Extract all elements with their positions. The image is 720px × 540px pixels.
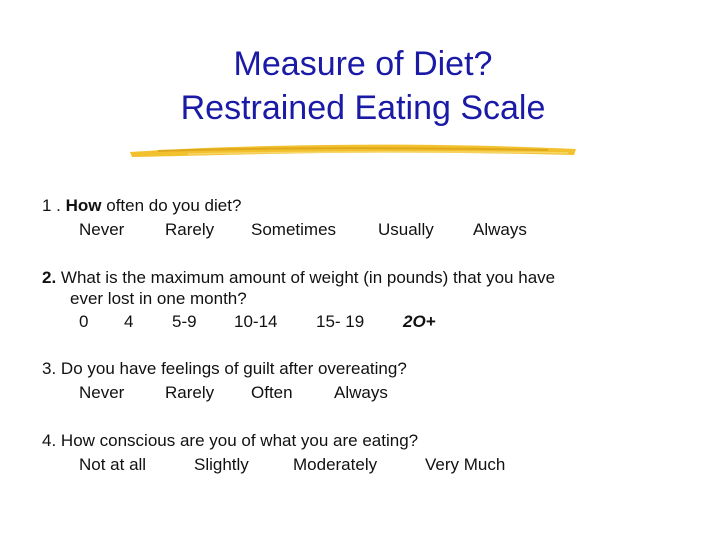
q2-option-20-plus[interactable]: 2O+: [403, 312, 436, 331]
question-1-lead: How: [65, 196, 102, 215]
question-2-text-line2: ever lost in one month?: [70, 289, 247, 308]
q3-option-rarely[interactable]: Rarely: [165, 383, 215, 402]
slide-title: Measure of Diet? Restrained Eating Scale: [0, 42, 720, 130]
title-line-1: Measure of Diet?: [233, 45, 493, 83]
q1-option-never[interactable]: Never: [79, 220, 125, 239]
question-3: 3. Do you have feelings of guilt after o…: [42, 358, 407, 379]
q1-option-rarely[interactable]: Rarely: [165, 220, 215, 239]
q3-option-always[interactable]: Always: [334, 383, 388, 402]
q2-option-5-9[interactable]: 5-9: [172, 312, 197, 331]
q1-option-always[interactable]: Always: [473, 220, 527, 239]
q2-option-10-14[interactable]: 10-14: [234, 312, 278, 331]
q4-option-slightly[interactable]: Slightly: [194, 455, 249, 474]
q3-option-often[interactable]: Often: [251, 383, 293, 402]
question-3-text: Do you have feelings of guilt after over…: [56, 359, 407, 378]
q1-option-sometimes[interactable]: Sometimes: [251, 220, 337, 239]
question-1-number: 1 .: [42, 196, 61, 215]
q1-option-usually[interactable]: Usually: [378, 220, 434, 239]
q2-option-0[interactable]: 0: [79, 312, 89, 331]
title-line-2: Restrained Eating Scale: [180, 89, 546, 127]
question-4-number: 4.: [42, 431, 57, 450]
q4-option-moderately[interactable]: Moderately: [293, 455, 378, 474]
question-3-number: 3.: [42, 359, 57, 378]
question-2: 2. What is the maximum amount of weight …: [42, 267, 682, 309]
q2-option-4[interactable]: 4: [124, 312, 134, 331]
q4-option-very-much[interactable]: Very Much: [425, 455, 506, 474]
q2-option-15-19[interactable]: 15- 19: [316, 312, 365, 331]
q4-option-not-at-all[interactable]: Not at all: [79, 455, 147, 474]
title-underline-brushstroke: [130, 144, 576, 157]
question-4-text: How conscious are you of what you are ea…: [56, 431, 419, 450]
question-2-number: 2.: [42, 268, 57, 287]
question-4: 4. How conscious are you of what you are…: [42, 430, 418, 451]
question-1: 1 . How often do you diet?: [42, 195, 241, 216]
q3-option-never[interactable]: Never: [79, 383, 125, 402]
question-2-text-line1: What is the maximum amount of weight (in…: [56, 268, 556, 287]
question-1-text: often do you diet?: [101, 196, 242, 215]
